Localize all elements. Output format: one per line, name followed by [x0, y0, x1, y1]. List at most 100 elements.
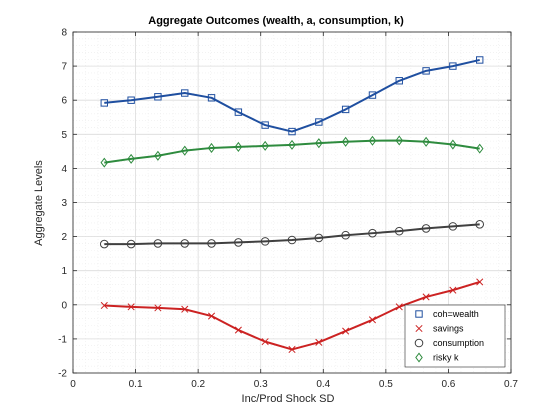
data-point-coh-wealth: [422, 67, 430, 75]
legend-marker-coh-wealth: [415, 310, 423, 318]
data-point-risky-k: [154, 150, 162, 161]
data-point-savings: [207, 312, 216, 320]
legend: coh=wealth savings consumption risky k: [404, 304, 506, 368]
data-point-savings-stroke: [181, 305, 189, 313]
data-point-savings-stroke: [449, 286, 457, 294]
legend-label-consumption: consumption: [433, 338, 484, 348]
series-savings: [100, 278, 484, 354]
data-point-consumption: [448, 222, 458, 231]
legend-marker-consumption: [414, 338, 424, 348]
data-point-consumption: [394, 226, 404, 236]
data-point-savings: [476, 278, 484, 286]
data-point-risky-k: [180, 145, 189, 156]
data-point-savings: [368, 316, 377, 324]
data-point-risky-k: [449, 139, 457, 150]
series-line-consumption: [104, 223, 480, 246]
data-point-savings-stroke: [422, 293, 430, 301]
data-point-savings-stroke: [234, 326, 242, 334]
series-line-coh-wealth: [104, 58, 480, 133]
data-point-coh-wealth: [234, 108, 243, 116]
data-point-consumption: [314, 233, 324, 243]
data-point-consumption: [260, 237, 270, 246]
legend-marker-savings-stroke: [415, 324, 423, 333]
series-coh-wealth: [100, 56, 484, 136]
data-point-savings-stroke: [342, 327, 350, 335]
legend-label-coh-wealth: coh=wealth: [433, 309, 479, 319]
data-point-coh-wealth: [207, 94, 216, 102]
data-point-consumption: [421, 224, 431, 233]
data-point-savings: [261, 338, 269, 346]
x-tick-label: 0.2: [191, 379, 205, 390]
data-point-savings: [127, 303, 135, 311]
data-point-savings: [154, 304, 162, 312]
data-point-risky-k: [234, 141, 243, 152]
data-point-savings: [288, 345, 296, 354]
series-layer: [99, 56, 485, 354]
data-point-consumption: [475, 220, 485, 229]
data-point-savings-stroke: [368, 316, 377, 324]
data-point-savings-stroke: [261, 338, 269, 346]
data-point-coh-wealth: [181, 89, 189, 97]
legend-label-savings: savings: [433, 324, 464, 334]
legend-marker-savings: [415, 324, 423, 333]
data-point-risky-k: [315, 138, 323, 149]
y-tick-label: 7: [61, 62, 67, 73]
data-point-risky-k: [368, 135, 377, 146]
data-point-savings-stroke: [288, 345, 296, 354]
data-point-coh-wealth: [368, 91, 377, 99]
series-line-risky-k: [104, 139, 480, 164]
ticks: 0 0.1 0.2 0.3 0.4 0.5 0.6 0.7 -2 -1 0 1 2 3 4 5 6 7 8: [58, 28, 518, 391]
series-risky-k: [100, 135, 484, 168]
y-tick-label: -2: [58, 369, 67, 380]
x-tick-label: 0.1: [129, 379, 143, 390]
data-point-savings: [422, 293, 430, 301]
legend-label-risky-k: risky k: [433, 353, 459, 363]
data-point-risky-k: [261, 140, 269, 151]
data-point-consumption: [99, 239, 109, 249]
data-point-coh-wealth: [288, 127, 296, 136]
data-point-savings: [181, 305, 189, 313]
data-point-risky-k: [207, 142, 216, 153]
data-point-consumption: [341, 230, 350, 240]
data-point-risky-k: [100, 157, 109, 168]
legend-marker-risky-k: [415, 352, 423, 363]
y-tick-label: 6: [61, 96, 67, 107]
y-tick-label: 8: [61, 28, 67, 39]
data-point-savings: [449, 286, 457, 294]
data-point-consumption: [180, 239, 190, 248]
data-point-risky-k: [395, 135, 404, 146]
data-point-savings-stroke: [127, 303, 135, 311]
data-point-savings: [100, 301, 108, 310]
data-point-savings-stroke: [100, 301, 108, 310]
grid: [72, 31, 512, 374]
data-point-coh-wealth: [341, 105, 350, 114]
y-axis-title: Aggregate Levels: [33, 160, 45, 246]
data-point-consumption: [153, 239, 163, 248]
data-point-savings-stroke: [395, 303, 403, 311]
data-point-coh-wealth: [476, 56, 484, 64]
data-point-savings-stroke: [154, 304, 162, 312]
y-tick-label: 1: [61, 266, 67, 277]
data-point-risky-k: [288, 139, 296, 150]
data-point-consumption: [234, 238, 243, 247]
data-point-consumption: [368, 228, 377, 238]
data-point-coh-wealth: [261, 121, 269, 129]
data-point-coh-wealth: [100, 99, 108, 107]
data-point-risky-k: [422, 136, 430, 147]
data-point-savings-stroke: [207, 312, 216, 320]
x-tick-label: 0.5: [379, 379, 393, 390]
data-point-risky-k: [341, 136, 350, 147]
data-point-coh-wealth: [127, 96, 135, 104]
data-point-savings-stroke: [315, 338, 323, 346]
data-point-savings: [342, 327, 350, 335]
data-point-coh-wealth: [154, 93, 162, 101]
data-point-consumption: [207, 239, 216, 248]
y-tick-label: 3: [61, 198, 67, 209]
y-tick-label: -1: [58, 334, 67, 345]
x-tick-label: 0.7: [504, 379, 518, 390]
data-point-coh-wealth: [315, 118, 323, 126]
data-point-coh-wealth: [449, 62, 457, 70]
data-point-savings-stroke: [476, 278, 484, 286]
x-tick-label: 0.3: [254, 379, 268, 390]
